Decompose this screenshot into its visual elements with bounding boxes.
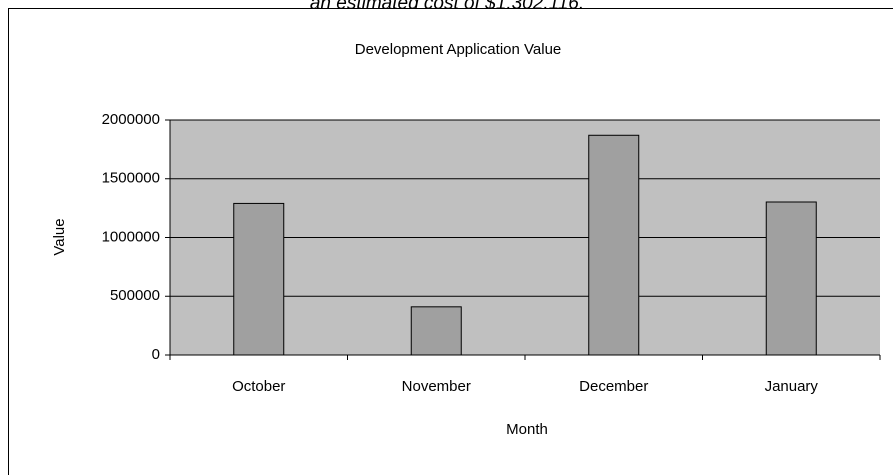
x-tick-label: December (579, 378, 648, 395)
bar (765, 201, 817, 356)
x-axis-label: Month (506, 421, 548, 438)
y-axis-label: Value (51, 218, 68, 255)
y-tick-label: 0 (152, 346, 160, 363)
bar (588, 134, 640, 356)
bar (410, 306, 462, 356)
x-tick-label: October (232, 378, 285, 395)
chart-title: Development Application Value (355, 41, 562, 58)
x-tick-label: November (402, 378, 471, 395)
y-tick-label: 1500000 (102, 170, 160, 187)
y-tick-label: 500000 (110, 287, 160, 304)
bar (233, 202, 285, 356)
y-tick-label: 2000000 (102, 111, 160, 128)
x-tick-label: January (765, 378, 819, 395)
y-tick-label: 1000000 (102, 228, 160, 245)
